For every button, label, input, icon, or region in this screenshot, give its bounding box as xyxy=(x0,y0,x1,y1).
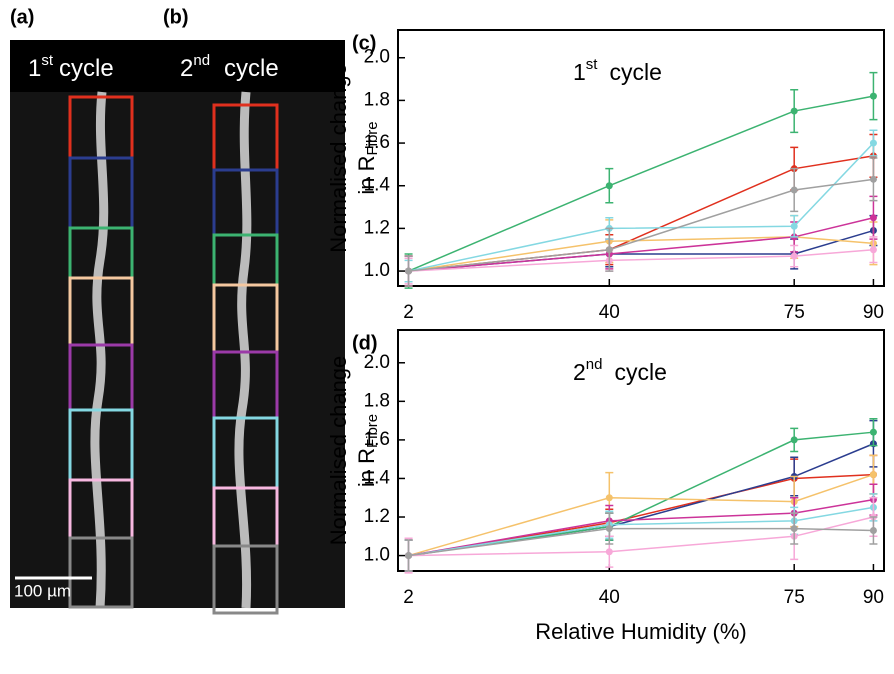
y-axis-label-sub: Fibre xyxy=(364,414,381,448)
y-axis-label: Normalised change in RFibre xyxy=(326,356,381,546)
data-point xyxy=(790,186,798,194)
y-tick-label: 1.6 xyxy=(364,429,390,450)
series-line xyxy=(408,95,874,272)
scale-bar-label: 100 µm xyxy=(14,581,71,600)
annotation-number: 1 xyxy=(573,59,586,85)
x-tick-label: 2 xyxy=(403,302,414,323)
x-tick-label: 90 xyxy=(863,587,884,608)
annotation-number: 2 xyxy=(573,359,586,385)
series-line xyxy=(408,443,874,557)
data-point xyxy=(869,214,877,222)
panel-label: (a) xyxy=(10,6,34,28)
y-tick-label: 1.2 xyxy=(364,217,390,238)
y-tick-label: 2.0 xyxy=(364,352,390,373)
data-point xyxy=(790,525,798,533)
series-line xyxy=(408,178,874,272)
x-axis-label: Relative Humidity (%) xyxy=(535,619,747,644)
data-point xyxy=(790,107,798,115)
y-tick-label: 2.0 xyxy=(364,47,390,68)
region-boxes xyxy=(68,95,279,615)
y-axis-label-line: in R xyxy=(354,156,379,195)
fibre xyxy=(234,91,252,609)
y-tick-label: 1.6 xyxy=(364,132,390,153)
micrograph-header xyxy=(10,40,345,92)
annotation: 2nd cycle xyxy=(573,356,667,385)
annotation-text: cycle xyxy=(614,359,666,385)
panel-caption: 2nd cycle xyxy=(180,52,279,82)
series-line xyxy=(408,431,874,557)
y-axis-label: Normalised change in RFibre xyxy=(326,63,381,253)
x-tick-label: 2 xyxy=(403,587,414,608)
data-point xyxy=(869,175,877,183)
series-line xyxy=(408,473,874,557)
data-point xyxy=(790,252,798,260)
x-tick-label: 90 xyxy=(863,302,884,323)
series-line xyxy=(408,217,874,272)
data-point xyxy=(605,246,613,254)
data-point xyxy=(605,182,613,190)
data-point xyxy=(869,246,877,254)
series-line xyxy=(408,248,874,272)
data-point xyxy=(869,139,877,147)
data-point xyxy=(869,527,877,535)
region-box xyxy=(68,536,134,609)
series-line xyxy=(408,527,874,557)
panel-label: (b) xyxy=(163,6,189,28)
data-point xyxy=(869,428,877,436)
caption-number: 2 xyxy=(180,55,193,82)
data-point xyxy=(405,267,413,275)
caption-number: 1 xyxy=(28,55,41,82)
y-axis-label-sub: Fibre xyxy=(364,121,381,155)
data-point xyxy=(790,222,798,230)
x-tick-label: 40 xyxy=(599,587,620,608)
fibre xyxy=(90,91,109,609)
caption-text: cycle xyxy=(224,55,279,82)
caption-sup: st xyxy=(41,52,54,69)
data-point xyxy=(605,525,613,533)
y-tick-label: 1.0 xyxy=(364,260,390,281)
panel-label: (d) xyxy=(352,332,378,354)
region-box xyxy=(212,544,279,615)
y-tick-label: 1.0 xyxy=(364,545,390,566)
panel-caption: 1st cycle xyxy=(28,52,114,82)
data-point xyxy=(605,548,613,556)
annotation: 1st cycle xyxy=(573,56,662,85)
panel-label: (c) xyxy=(352,32,376,54)
series-line xyxy=(408,516,874,557)
series-line xyxy=(408,506,874,557)
y-axis-label-line: in R xyxy=(354,448,379,487)
series-line xyxy=(408,473,874,557)
series-line xyxy=(408,498,874,557)
x-tick-label: 40 xyxy=(599,302,620,323)
annotation-sup: st xyxy=(586,56,599,73)
x-tick-label: 75 xyxy=(784,302,805,323)
data-point xyxy=(605,494,613,502)
x-tick-label: 75 xyxy=(784,587,805,608)
annotation-text: cycle xyxy=(609,59,661,85)
annotation-sup: nd xyxy=(586,356,603,373)
data-point xyxy=(405,552,413,560)
data-point xyxy=(790,436,798,444)
y-tick-label: 1.2 xyxy=(364,506,390,527)
y-tick-label: 1.4 xyxy=(364,175,391,196)
plot-frame xyxy=(397,29,885,287)
series-line xyxy=(408,236,874,272)
y-tick-label: 1.4 xyxy=(364,467,391,488)
y-tick-label: 1.8 xyxy=(364,390,390,411)
y-tick-label: 1.8 xyxy=(364,89,390,110)
caption-text: cycle xyxy=(59,55,114,82)
plot-frame xyxy=(397,329,885,572)
caption-sup: nd xyxy=(193,52,210,69)
y-axis-label-line: Normalised change xyxy=(326,356,351,546)
y-axis-label-line: Normalised change xyxy=(326,63,351,253)
data-point xyxy=(869,471,877,479)
micrograph-background xyxy=(10,40,345,608)
data-point xyxy=(869,92,877,100)
